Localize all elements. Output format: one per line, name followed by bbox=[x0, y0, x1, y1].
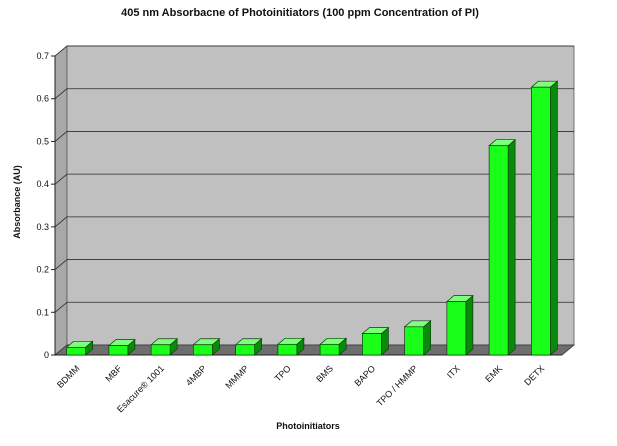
x-tick-label: TPO bbox=[273, 363, 293, 383]
bar bbox=[319, 343, 340, 356]
x-tick-label: MMMP bbox=[223, 363, 250, 390]
y-tick-label: 0.7 bbox=[36, 51, 49, 61]
y-axis-label: Absorbance (AU) bbox=[12, 165, 22, 239]
x-tick-label: BDMM bbox=[55, 363, 82, 390]
gridline-side bbox=[54, 88, 68, 100]
y-tick-label: 0.6 bbox=[36, 94, 49, 104]
y-tick-label: 0.4 bbox=[36, 179, 49, 189]
bar-side bbox=[507, 138, 516, 356]
bar bbox=[277, 343, 298, 356]
x-tick-label: MBF bbox=[103, 363, 124, 384]
x-axis-label: Photoinitiators bbox=[276, 421, 340, 431]
x-tick-label: DETX bbox=[522, 363, 546, 387]
x-tick-label: TPO / HMMP bbox=[375, 363, 420, 408]
bar bbox=[362, 333, 382, 356]
bar-side bbox=[465, 294, 474, 356]
x-tick-label: 4MBP bbox=[184, 363, 208, 387]
x-tick-label: BMS bbox=[314, 363, 335, 384]
bar bbox=[488, 145, 509, 356]
gridline-side bbox=[54, 216, 68, 228]
gridline-side bbox=[54, 131, 68, 142]
gridline-side bbox=[54, 301, 68, 313]
chart-title: 405 nm Absorbacne of Photoinitiators (10… bbox=[121, 7, 479, 19]
bar bbox=[235, 344, 255, 356]
bar bbox=[531, 86, 551, 356]
gridline-side bbox=[54, 45, 68, 57]
x-tick-label: EMK bbox=[483, 363, 504, 384]
bar-side bbox=[550, 80, 558, 356]
x-tick-label: BAPO bbox=[353, 363, 378, 388]
y-tick-label: 0.2 bbox=[36, 265, 49, 275]
bar bbox=[150, 344, 171, 356]
bar bbox=[108, 345, 129, 356]
gridline-side bbox=[54, 259, 68, 270]
gridline-side bbox=[54, 173, 68, 185]
bar bbox=[446, 301, 467, 356]
bar bbox=[193, 344, 213, 356]
bar bbox=[66, 346, 86, 356]
plot-side-wall bbox=[54, 45, 68, 356]
y-tick-label: 0 bbox=[44, 350, 49, 360]
y-tick-label: 0.5 bbox=[36, 136, 49, 146]
y-tick-label: 0.3 bbox=[36, 222, 49, 232]
bar bbox=[404, 326, 424, 356]
x-tick-label: ITX bbox=[445, 363, 462, 380]
y-tick-label: 0.1 bbox=[36, 307, 49, 317]
